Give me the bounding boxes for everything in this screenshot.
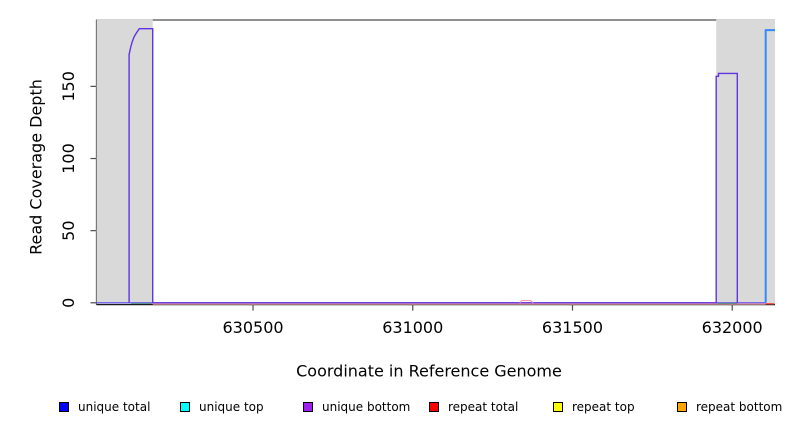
legend-item-unique-top: unique top [180, 400, 264, 414]
y-axis-title: Read Coverage Depth [26, 79, 46, 255]
series-unique-bottom-line [128, 28, 738, 304]
legend-swatch-unique-bottom [303, 402, 313, 412]
legend-item-unique-total: unique total [59, 400, 150, 414]
x-tick-label: 630500 [222, 318, 283, 337]
legend-item-repeat-total: repeat total [429, 400, 518, 414]
x-axis-title: Coordinate in Reference Genome [296, 361, 562, 381]
legend-swatch-unique-top [180, 402, 190, 412]
legend-label: repeat top [572, 400, 635, 414]
legend-item-repeat-top: repeat top [553, 400, 635, 414]
x-tick-label: 631000 [382, 318, 443, 337]
legend-swatch-unique-total [59, 402, 69, 412]
legend-swatch-repeat-total [429, 402, 439, 412]
legend-swatch-repeat-top [553, 402, 563, 412]
legend-item-unique-bottom: unique bottom [303, 400, 410, 414]
left-gray-band [96, 19, 153, 304]
legend-label: repeat bottom [696, 400, 783, 414]
x-tick-label: 631500 [542, 318, 603, 337]
legend-item-repeat-bottom: repeat bottom [677, 400, 782, 414]
legend-label: unique total [78, 400, 151, 414]
series-unique-top-line [764, 29, 775, 303]
legend-label: unique top [199, 400, 264, 414]
legend-swatch-repeat-bottom [677, 402, 687, 412]
legend-label: unique bottom [322, 400, 411, 414]
y-tick-label: 150 [59, 71, 78, 102]
legend-label: repeat total [448, 400, 519, 414]
y-tick-label: 50 [59, 220, 78, 240]
x-tick-label: 632000 [702, 318, 763, 337]
y-tick-label: 0 [59, 298, 78, 308]
series-repeat-total-line [519, 300, 534, 304]
y-tick-label: 100 [59, 143, 78, 174]
